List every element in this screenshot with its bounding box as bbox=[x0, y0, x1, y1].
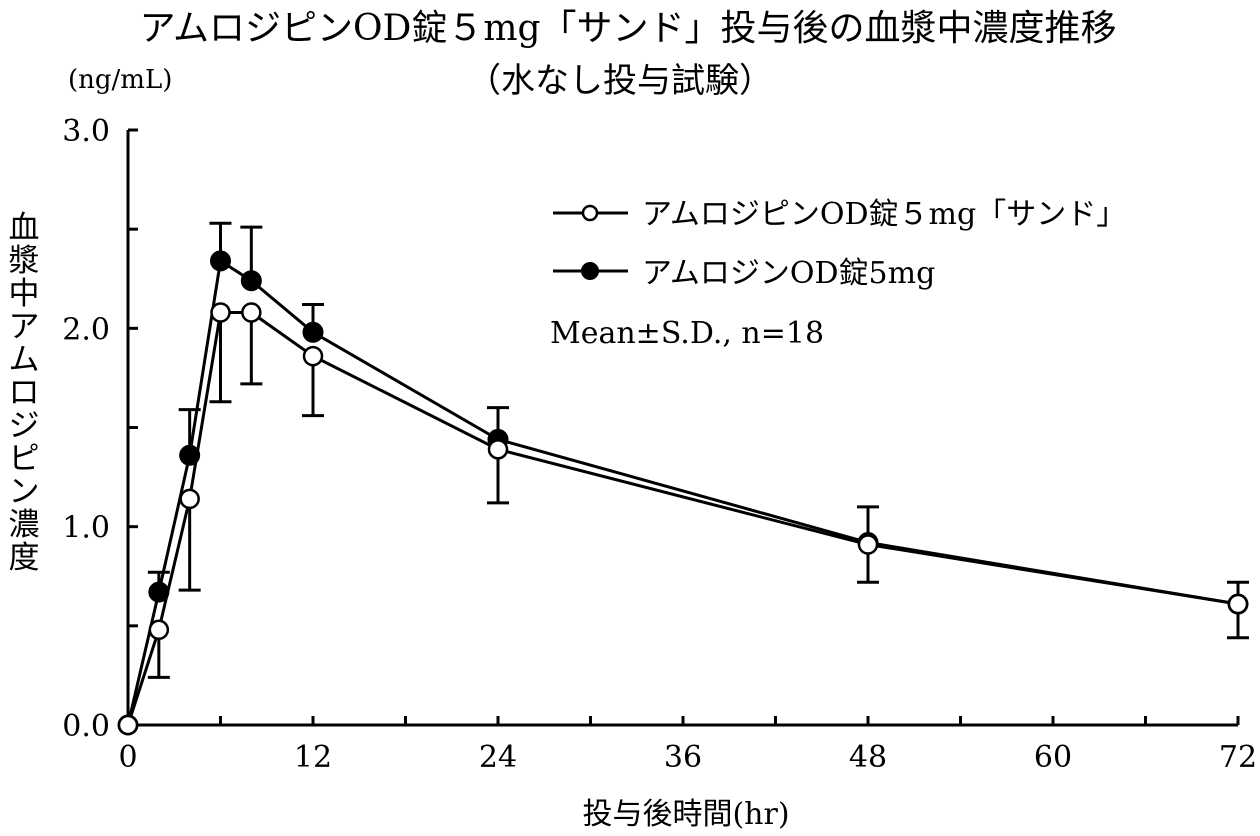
y-axis-label-char: 度 bbox=[9, 540, 40, 576]
y-axis-label-char: ピ bbox=[9, 441, 40, 477]
y-axis-label-char: 血 bbox=[9, 210, 40, 246]
y-axis-label-char: ム bbox=[9, 342, 40, 378]
data-point-reference bbox=[179, 444, 201, 466]
y-axis-label-char: ロ bbox=[9, 375, 40, 411]
y-tick-label: 1.0 bbox=[62, 511, 110, 546]
data-point-reference bbox=[210, 250, 231, 272]
data-point-test bbox=[487, 439, 509, 460]
data-point-test bbox=[117, 714, 139, 736]
legend-marker-open-circle bbox=[581, 204, 599, 222]
legend-marker-filled-circle bbox=[581, 262, 599, 280]
x-tick-label: 12 bbox=[294, 740, 332, 775]
data-point-test bbox=[148, 619, 170, 641]
y-tick-label: 0.0 bbox=[62, 709, 110, 744]
y-axis-label-char: ジ bbox=[9, 408, 40, 444]
y-tick-label: 2.0 bbox=[62, 312, 110, 347]
y-axis-label-char: ン bbox=[9, 474, 40, 510]
series-line-test bbox=[126, 310, 1239, 726]
y-axis-label-char: 中 bbox=[9, 276, 40, 312]
chart-title: アムロジピンOD錠５mg「サンド」投与後の血漿中濃度推移 bbox=[139, 8, 1116, 49]
legend-label-test: アムロジピンOD錠５mg「サンド」 bbox=[642, 197, 1126, 232]
y-tick-label: 3.0 bbox=[62, 114, 110, 149]
data-point-test bbox=[302, 345, 324, 367]
y-axis-label-char: 濃 bbox=[9, 507, 40, 543]
legend: アムロジピンOD錠５mg「サンド」 アムロジンOD錠5mg Mean±S.D.,… bbox=[550, 197, 1126, 351]
x-tick-label: 36 bbox=[664, 740, 702, 775]
x-axis-label: 投与後時間(hr) bbox=[582, 797, 789, 832]
x-tick-label: 24 bbox=[479, 740, 517, 775]
data-point-test bbox=[857, 534, 879, 555]
data-point-test bbox=[241, 302, 262, 323]
data-point-reference bbox=[148, 581, 170, 603]
y-axis-label-char: ア bbox=[9, 309, 40, 345]
x-tick-label: 72 bbox=[1219, 740, 1257, 775]
legend-label-reference: アムロジンOD錠5mg bbox=[642, 256, 935, 291]
x-tick-label: 48 bbox=[849, 740, 887, 775]
stats-annotation: Mean±S.D., n=18 bbox=[550, 316, 824, 351]
data-point-test bbox=[179, 488, 200, 510]
data-point-reference bbox=[240, 270, 262, 292]
data-point-test bbox=[1227, 593, 1249, 615]
y-axis-label-char: 漿 bbox=[9, 243, 40, 279]
chart-subtitle: （水なし投与試験） bbox=[467, 61, 773, 101]
x-tick-label: 0 bbox=[118, 740, 137, 775]
data-point-test bbox=[210, 302, 231, 323]
y-unit-label: (ng/mL) bbox=[68, 65, 172, 95]
data-point-reference bbox=[302, 321, 324, 343]
x-tick-label: 60 bbox=[1034, 740, 1072, 775]
